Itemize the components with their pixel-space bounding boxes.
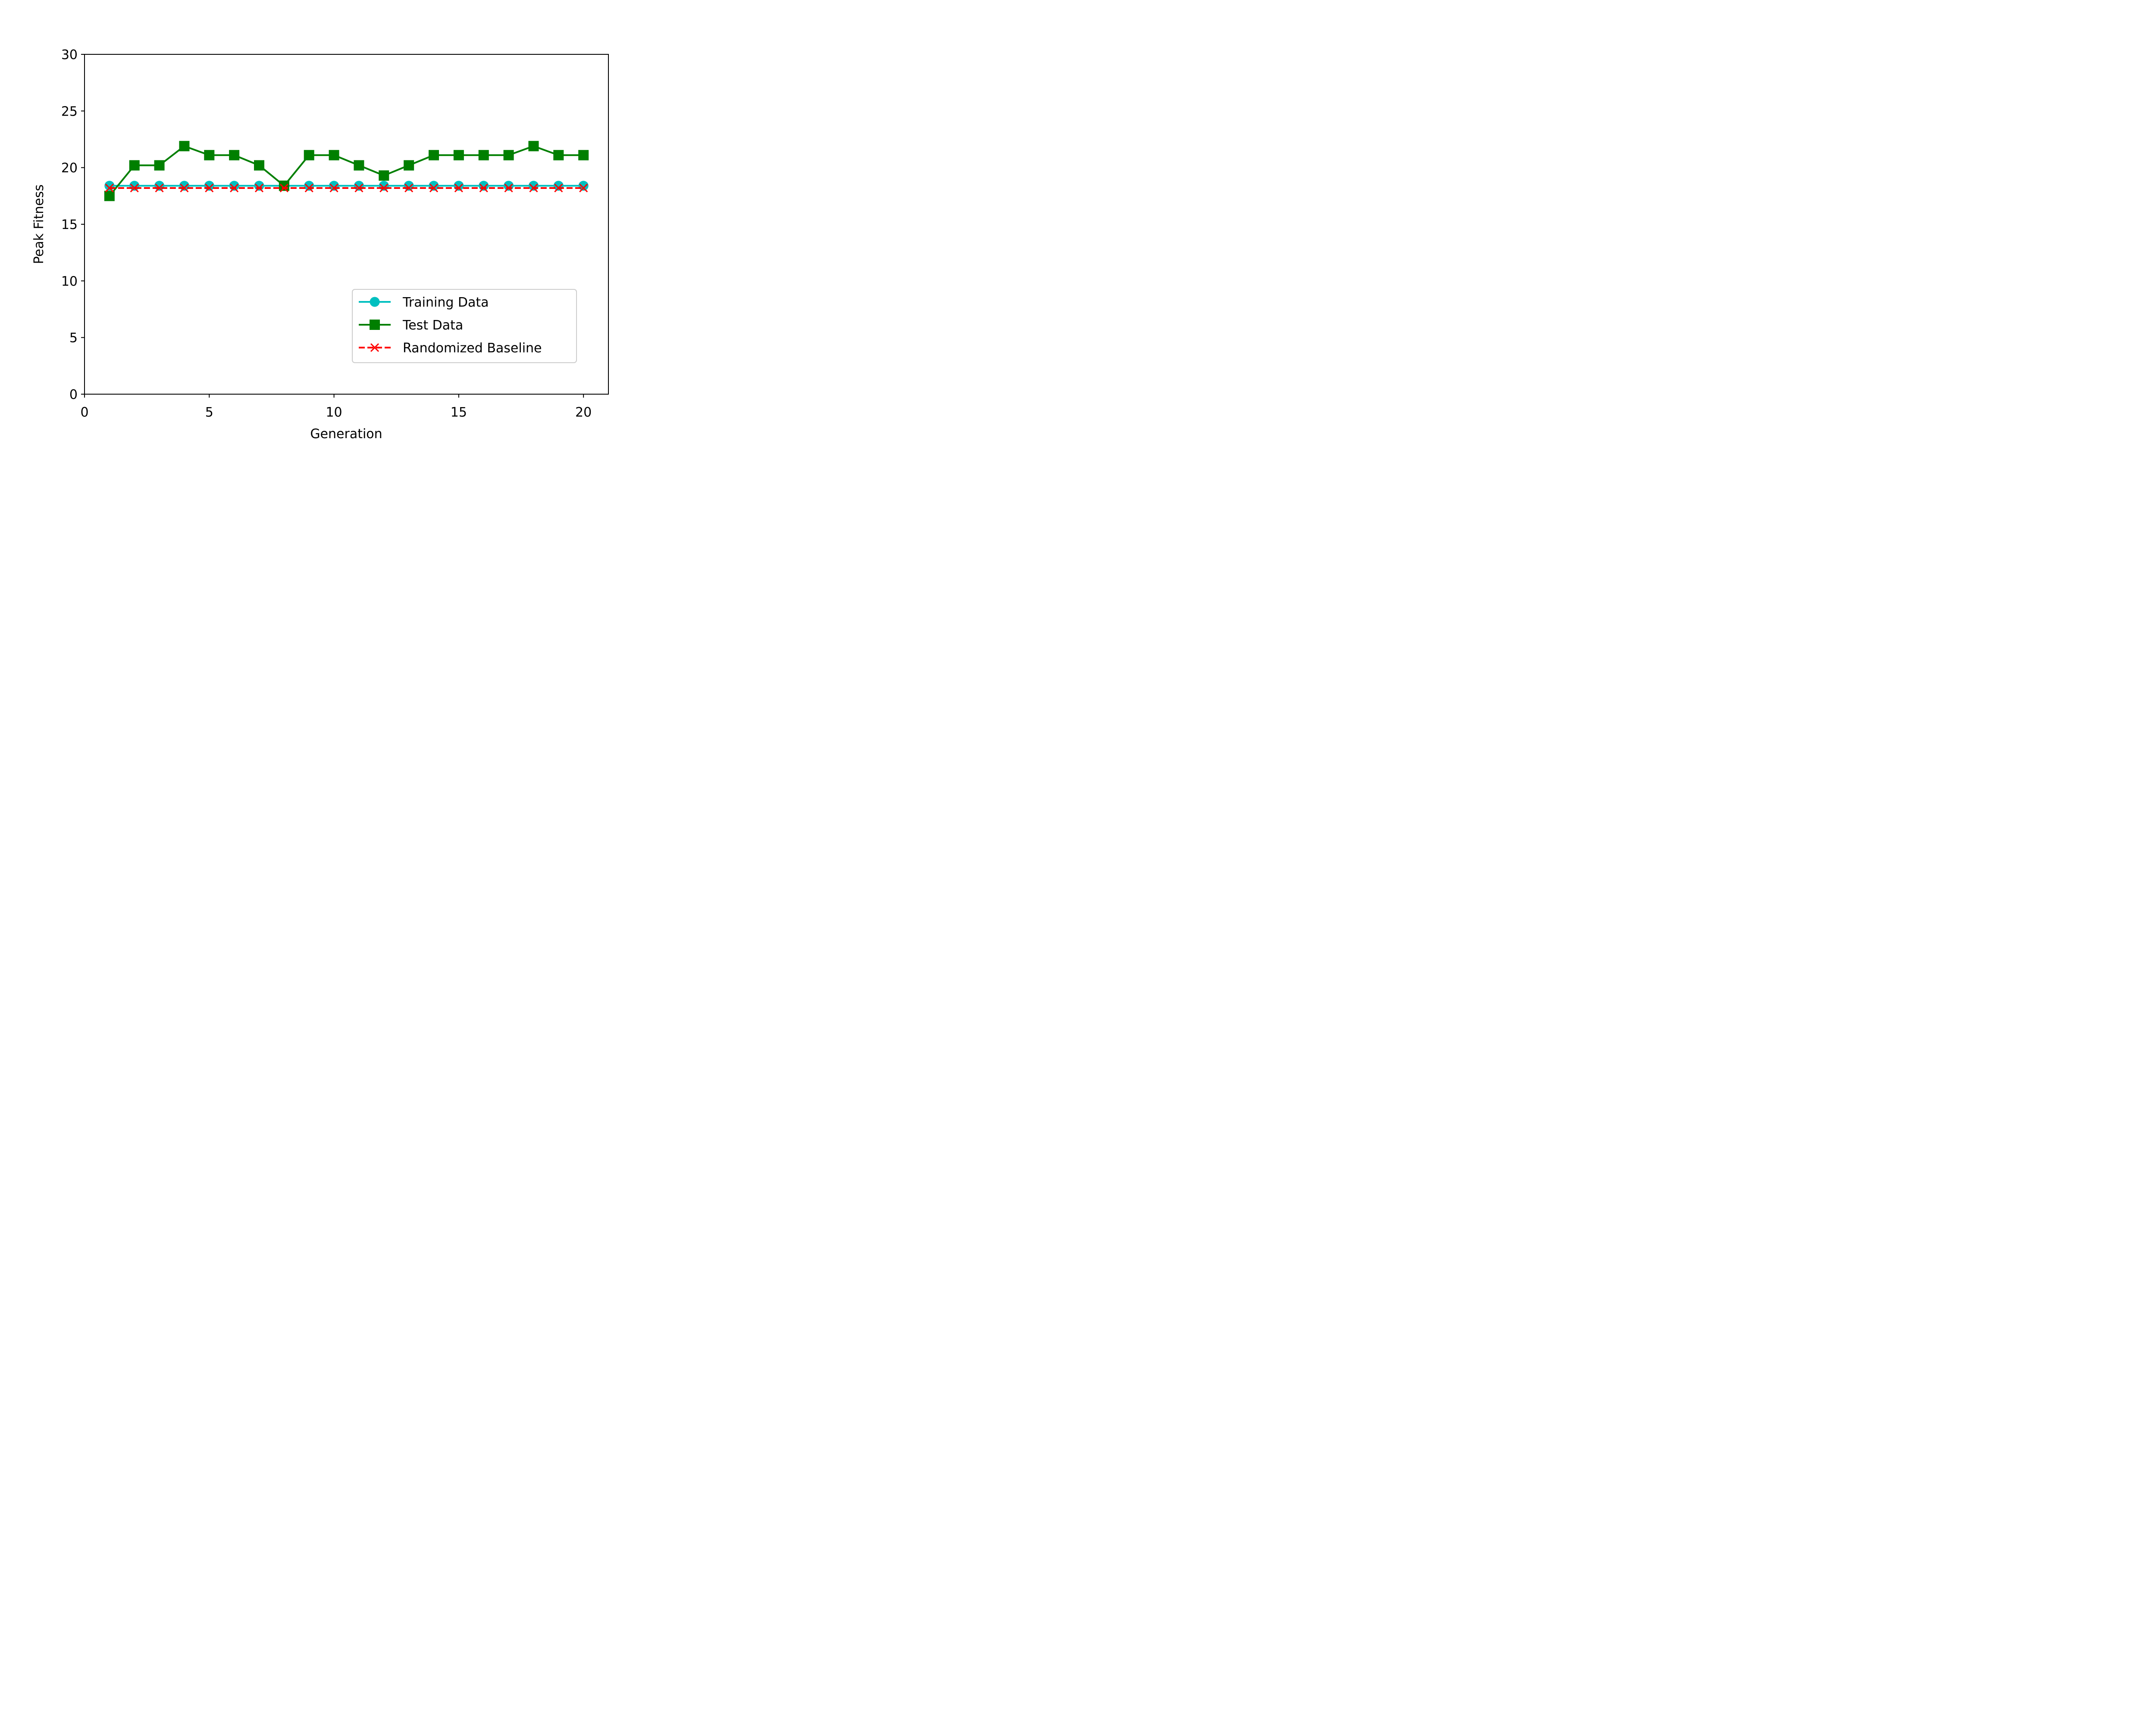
data-point-test-data: [304, 150, 314, 160]
y-axis: 0 5 10 15 20 25 30: [61, 47, 85, 402]
data-point-training-data: [179, 181, 189, 191]
x-tick-label: 0: [80, 405, 88, 420]
data-point-test-data: [453, 150, 464, 160]
data-point-training-data: [553, 181, 564, 191]
data-point-test-data: [354, 160, 364, 171]
legend-box: [352, 289, 577, 363]
data-point-randomized-baseline: [379, 183, 389, 193]
x-tick-label: 20: [575, 405, 592, 420]
data-point-test-data: [528, 141, 539, 151]
figure-background: [0, 0, 666, 451]
legend-marker: [370, 297, 380, 307]
data-point-test-data: [379, 170, 389, 181]
series-test-data: [104, 141, 589, 201]
data-point-randomized-baseline: [279, 183, 288, 193]
data-point-training-data: [429, 181, 439, 191]
data-point-training-data: [329, 181, 339, 191]
y-tick-label: 30: [61, 47, 78, 63]
y-tick-label: 5: [69, 331, 78, 346]
x-tick-label: 5: [205, 405, 213, 420]
x-axis: 0 5 10 15 20: [80, 394, 592, 420]
data-point-test-data: [104, 191, 115, 201]
data-point-randomized-baseline: [254, 183, 264, 193]
data-point-training-data: [528, 181, 539, 191]
data-point-test-data: [254, 160, 264, 171]
data-point-randomized-baseline: [230, 183, 239, 193]
data-point-test-data: [129, 160, 140, 171]
y-tick-label: 25: [61, 104, 78, 119]
data-point-training-data: [404, 181, 414, 191]
data-point-randomized-baseline: [105, 183, 114, 193]
data-point-randomized-baseline: [155, 183, 164, 193]
data-point-randomized-baseline: [205, 183, 214, 193]
data-point-test-data: [553, 150, 564, 160]
x-tick-label: 10: [326, 405, 342, 420]
data-point-randomized-baseline: [130, 183, 139, 193]
data-point-randomized-baseline: [504, 183, 513, 193]
data-point-test-data: [204, 150, 215, 160]
legend-entry-randomized-baseline: Randomized Baseline: [359, 341, 542, 356]
legend-label: Training Data: [402, 295, 489, 310]
data-point-training-data: [479, 181, 489, 191]
data-point-randomized-baseline: [180, 183, 189, 193]
series-randomized-baseline: [105, 183, 588, 193]
x-tick-label: 15: [451, 405, 467, 420]
y-tick-label: 20: [61, 161, 78, 176]
x-axis-title: Generation: [310, 427, 382, 442]
data-point-training-data: [104, 181, 115, 191]
data-point-randomized-baseline: [579, 183, 588, 193]
line-chart: 0 5 10 15 20 0 5 10 15 20 25 30 Generation Peak Fi…: [0, 0, 666, 451]
data-point-test-data: [329, 150, 339, 160]
legend-label: Test Data: [402, 318, 463, 333]
data-point-randomized-baseline: [554, 183, 563, 193]
data-point-training-data: [304, 181, 314, 191]
legend-marker: [370, 343, 379, 352]
y-axis-title: Peak Fitness: [31, 185, 47, 264]
series-layer: [104, 141, 589, 201]
legend-entry-training-data: Training Data: [359, 295, 489, 310]
data-point-training-data: [254, 181, 264, 191]
data-point-training-data: [204, 181, 214, 191]
legend-label: Randomized Baseline: [403, 341, 542, 356]
y-tick-label: 10: [61, 274, 78, 289]
data-point-test-data: [404, 160, 414, 171]
data-point-randomized-baseline: [329, 183, 338, 193]
data-point-randomized-baseline: [354, 183, 364, 193]
y-tick-label: 0: [69, 387, 78, 402]
data-point-training-data: [229, 181, 239, 191]
legend: Training Data Test Data Randomized Baselin…: [352, 289, 577, 363]
data-point-test-data: [154, 160, 165, 171]
data-point-test-data: [279, 180, 289, 191]
data-point-test-data: [478, 150, 489, 160]
data-point-test-data: [429, 150, 439, 160]
data-point-randomized-baseline: [479, 183, 488, 193]
data-point-training-data: [504, 181, 514, 191]
data-point-training-data: [578, 181, 589, 191]
data-point-training-data: [379, 181, 389, 191]
data-point-test-data: [179, 141, 190, 151]
legend-marker: [370, 320, 380, 330]
legend-entries: Training Data Test Data Randomized Baselin…: [359, 295, 542, 356]
legend-entry-test-data: Test Data: [359, 318, 463, 333]
y-tick-label: 15: [61, 217, 78, 232]
data-point-training-data: [454, 181, 464, 191]
data-point-randomized-baseline: [454, 183, 463, 193]
data-point-randomized-baseline: [404, 183, 414, 193]
data-point-test-data: [229, 150, 240, 160]
data-point-training-data: [129, 181, 140, 191]
data-point-training-data: [154, 181, 165, 191]
data-point-test-data: [578, 150, 589, 160]
data-point-training-data: [354, 181, 364, 191]
data-point-test-data: [503, 150, 514, 160]
data-point-randomized-baseline: [529, 183, 538, 193]
data-point-randomized-baseline: [429, 183, 439, 193]
data-point-randomized-baseline: [304, 183, 313, 193]
